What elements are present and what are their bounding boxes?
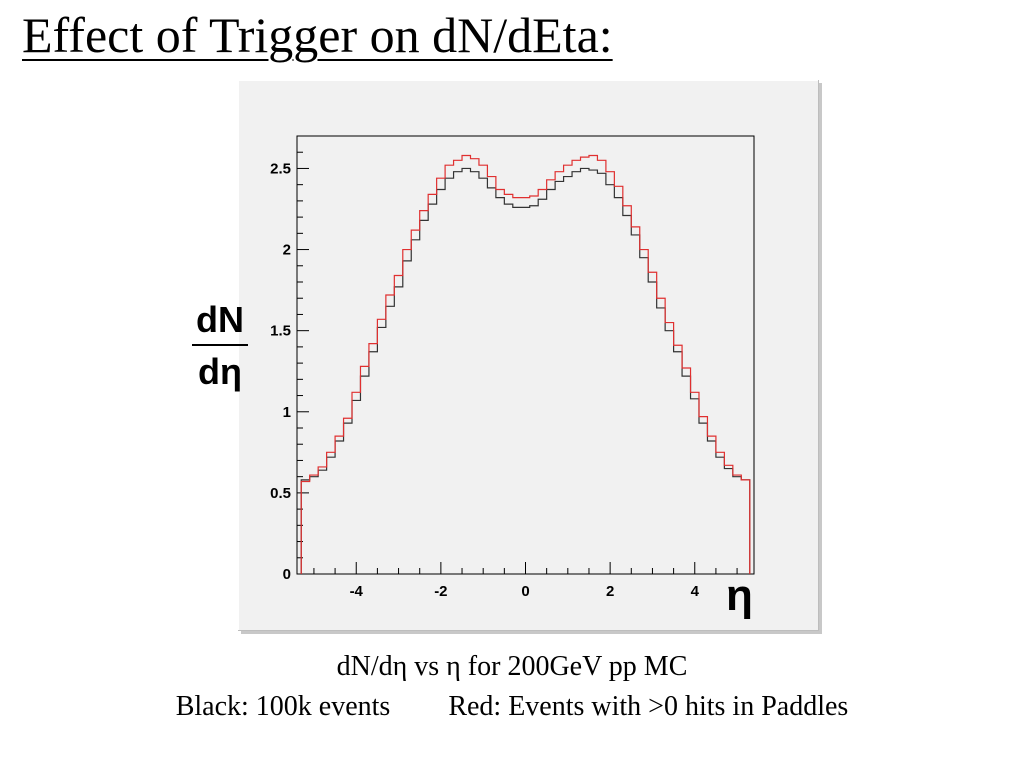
axis-ticks: 0 0.5 1 1.5 2 2.5 -4 -2 0 2 4 bbox=[270, 135, 738, 600]
y-tick-label: 1 bbox=[283, 404, 291, 421]
plot-area bbox=[296, 135, 755, 575]
y-tick-label: 2.5 bbox=[270, 160, 291, 177]
x-tick-label: -2 bbox=[434, 583, 447, 600]
y-tick-label: 2 bbox=[283, 242, 291, 259]
slide-title: Effect of Trigger on dN/dEta: bbox=[22, 7, 613, 63]
histogram-chart: 0 0.5 1 1.5 2 2.5 -4 -2 0 2 4 bbox=[270, 135, 755, 600]
x-axis-label: η bbox=[726, 571, 753, 620]
caption-red-legend: Red: Events with >0 hits in Paddles bbox=[448, 691, 849, 722]
series-red-line bbox=[300, 154, 751, 574]
x-tick-label: 2 bbox=[606, 583, 614, 600]
series-black-line bbox=[300, 167, 751, 574]
y-tick-label: 0 bbox=[283, 566, 291, 583]
fraction-bar bbox=[192, 344, 248, 346]
x-tick-label: 4 bbox=[691, 583, 700, 600]
x-tick-label: 0 bbox=[521, 583, 529, 600]
y-tick-label: 1.5 bbox=[270, 323, 291, 340]
plot-canvas: 0 0.5 1 1.5 2 2.5 -4 -2 0 2 4 bbox=[238, 80, 819, 631]
y-axis-label: dN dη bbox=[192, 300, 248, 392]
caption-black-legend: Black: 100k events bbox=[175, 691, 391, 722]
caption-line-1: dN/dη vs η for 200GeV pp MC bbox=[336, 651, 688, 682]
y-tick-label: 0.5 bbox=[270, 485, 291, 502]
x-tick-label: -4 bbox=[350, 583, 364, 600]
y-axis-label-numerator: dN bbox=[196, 299, 244, 340]
series-lines bbox=[300, 154, 751, 574]
caption-line-2: Black: 100k events Red: Events with >0 hi… bbox=[0, 690, 1024, 724]
y-axis-label-denominator: dη bbox=[198, 351, 242, 392]
